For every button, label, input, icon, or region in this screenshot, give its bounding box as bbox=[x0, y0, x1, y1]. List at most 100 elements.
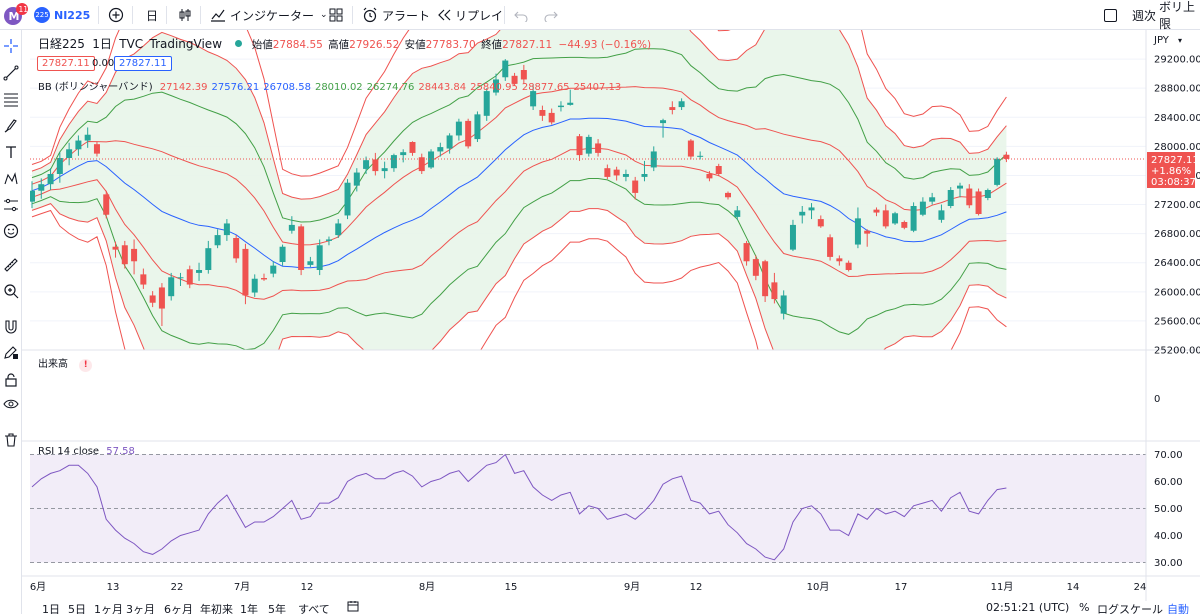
candle[interactable] bbox=[567, 89, 574, 106]
candle[interactable] bbox=[325, 236, 332, 246]
range-button[interactable]: 年初来 bbox=[200, 603, 233, 614]
candle[interactable] bbox=[771, 272, 778, 304]
range-button[interactable]: 3ヶ月 bbox=[126, 603, 155, 614]
time-axis[interactable]: 6月 13 22 7月 12 8月 15 9月 12 10月 17 11月 14 24 bbox=[30, 581, 1147, 593]
lock-tool[interactable] bbox=[0, 370, 22, 390]
candle[interactable] bbox=[418, 153, 425, 174]
candle[interactable] bbox=[613, 166, 620, 181]
bollinger-legend[interactable]: BB (ボリンジャーバンド) 27142.39 27576.21 26708.58 2… bbox=[38, 78, 621, 93]
candle[interactable] bbox=[56, 152, 63, 183]
undo-button[interactable] bbox=[514, 0, 528, 30]
replay-button[interactable]: リプレイ bbox=[436, 0, 503, 30]
weekly-toggle[interactable]: 週次 bbox=[1104, 0, 1156, 30]
date-range-icon[interactable] bbox=[347, 600, 359, 614]
candle[interactable] bbox=[511, 72, 518, 86]
drawing-mode-tool[interactable] bbox=[0, 342, 22, 362]
candle[interactable] bbox=[483, 88, 490, 121]
range-button[interactable]: 5年 bbox=[268, 603, 286, 614]
candle[interactable] bbox=[604, 164, 611, 180]
visibility-tool[interactable] bbox=[0, 394, 22, 414]
candle[interactable] bbox=[901, 220, 908, 230]
percent-toggle[interactable]: % bbox=[1079, 601, 1090, 614]
candle[interactable] bbox=[242, 243, 249, 305]
candle[interactable] bbox=[697, 151, 704, 160]
emoji-tool[interactable] bbox=[0, 221, 22, 241]
zoom-tool[interactable] bbox=[0, 281, 22, 301]
candle[interactable] bbox=[298, 224, 305, 276]
range-button[interactable]: 6ヶ月 bbox=[164, 603, 193, 614]
candle[interactable] bbox=[307, 256, 314, 268]
currency-dropdown-icon[interactable]: ▾ bbox=[1178, 36, 1182, 45]
candle[interactable] bbox=[288, 216, 295, 234]
candle[interactable] bbox=[669, 101, 676, 115]
checkbox-icon[interactable] bbox=[1104, 8, 1117, 22]
trendline-tool[interactable] bbox=[0, 63, 22, 83]
layout-button[interactable] bbox=[329, 0, 343, 30]
range-button[interactable]: 5日 bbox=[68, 603, 86, 614]
candle[interactable] bbox=[539, 105, 546, 121]
candle[interactable] bbox=[1003, 151, 1010, 163]
rsi-legend[interactable]: RSI 14 close 57.58 bbox=[38, 446, 135, 457]
candle[interactable] bbox=[158, 283, 165, 326]
candle[interactable] bbox=[762, 259, 769, 302]
candle[interactable] bbox=[168, 272, 175, 301]
candle[interactable] bbox=[808, 203, 815, 220]
range-button[interactable]: 1ヶ月 bbox=[94, 603, 123, 614]
candle[interactable] bbox=[975, 188, 982, 216]
candle[interactable] bbox=[585, 134, 592, 157]
candle[interactable] bbox=[29, 181, 35, 209]
candle[interactable] bbox=[864, 229, 871, 247]
candle[interactable] bbox=[530, 84, 537, 110]
candle[interactable] bbox=[502, 59, 509, 81]
candle[interactable] bbox=[836, 255, 843, 266]
chart-type-button[interactable] bbox=[177, 0, 193, 30]
candle[interactable] bbox=[131, 239, 138, 275]
candle[interactable] bbox=[678, 98, 685, 110]
candle[interactable] bbox=[994, 157, 1001, 187]
candle[interactable] bbox=[140, 268, 147, 289]
candle[interactable] bbox=[687, 139, 694, 160]
buy-price-box[interactable]: 27827.11 bbox=[114, 56, 172, 71]
crosshair-tool[interactable] bbox=[0, 36, 22, 56]
candle[interactable] bbox=[660, 118, 667, 138]
measure-tool[interactable] bbox=[0, 255, 22, 275]
brush-tool[interactable] bbox=[0, 116, 22, 136]
candle[interactable] bbox=[715, 163, 722, 177]
candle[interactable] bbox=[316, 239, 323, 276]
candle[interactable] bbox=[817, 215, 824, 228]
candle[interactable] bbox=[873, 207, 880, 217]
candle[interactable] bbox=[882, 204, 889, 229]
auto-scale-toggle[interactable]: 自動 bbox=[1167, 603, 1189, 614]
candle[interactable] bbox=[47, 168, 54, 190]
bollinger-upper-toggle[interactable]: ボリ上限 bbox=[1159, 0, 1196, 31]
candle[interactable] bbox=[725, 191, 731, 200]
candle[interactable] bbox=[557, 101, 564, 112]
candle[interactable] bbox=[474, 111, 481, 142]
candle[interactable] bbox=[827, 234, 834, 261]
candle[interactable] bbox=[344, 179, 351, 220]
candle[interactable] bbox=[966, 184, 973, 209]
candle[interactable] bbox=[622, 169, 629, 182]
candle[interactable] bbox=[205, 240, 212, 274]
symbol-legend[interactable]: 日経225 1日 TVC TradingView 始値27884.55 高値27… bbox=[38, 37, 652, 51]
delete-tool[interactable] bbox=[0, 430, 22, 450]
candle[interactable] bbox=[233, 235, 240, 263]
candle[interactable] bbox=[929, 192, 936, 205]
candle[interactable] bbox=[455, 118, 462, 141]
candle[interactable] bbox=[103, 190, 110, 219]
alert-button[interactable]: アラート bbox=[362, 0, 430, 30]
prediction-tool[interactable] bbox=[0, 195, 22, 215]
indicators-button[interactable]: インジケーター ⌄ bbox=[210, 0, 328, 30]
candle[interactable] bbox=[390, 153, 397, 172]
magnet-tool[interactable] bbox=[0, 317, 22, 337]
candle[interactable] bbox=[261, 273, 267, 281]
candle[interactable] bbox=[984, 188, 991, 201]
candle[interactable] bbox=[149, 291, 156, 308]
currency-label[interactable]: JPY bbox=[1153, 35, 1170, 46]
range-button[interactable]: 1日 bbox=[42, 603, 60, 614]
candle[interactable] bbox=[957, 182, 963, 198]
range-button[interactable]: すべて bbox=[298, 603, 330, 614]
candle[interactable] bbox=[595, 139, 602, 157]
candle[interactable] bbox=[752, 255, 759, 281]
